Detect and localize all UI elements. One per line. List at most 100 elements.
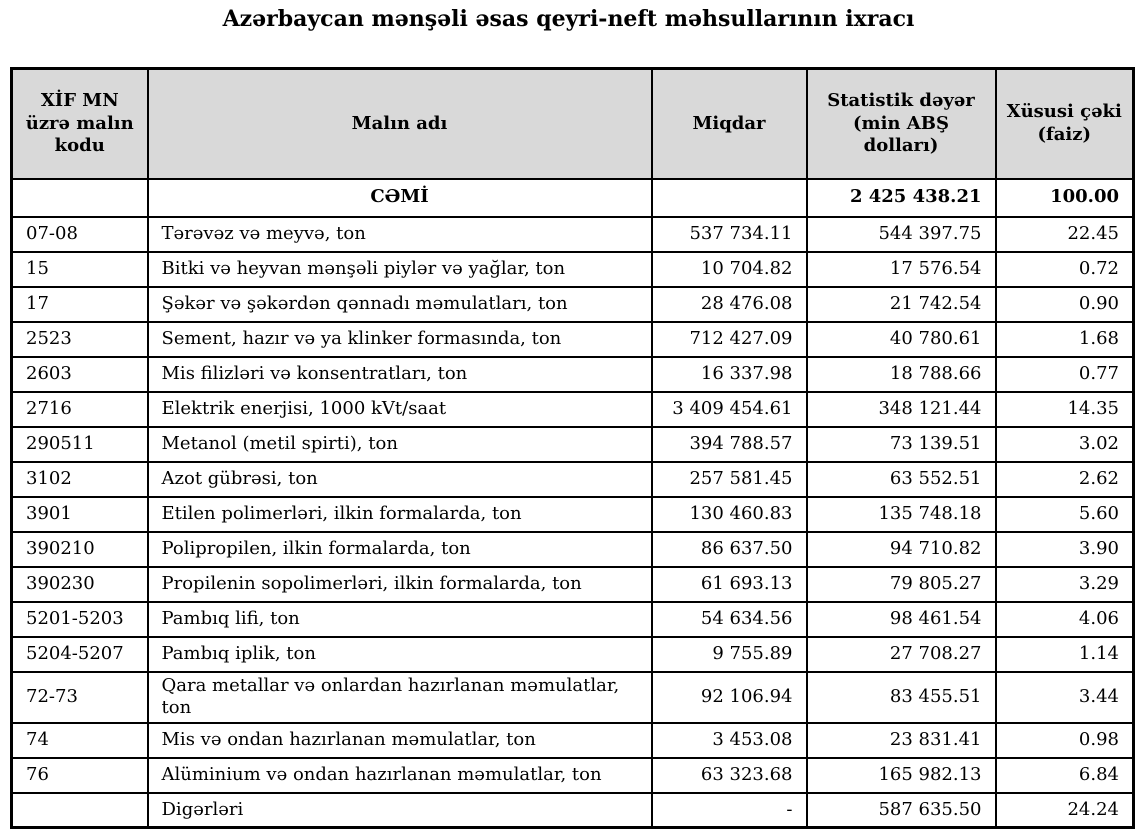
cell-quantity: 537 734.11 (650, 215, 808, 253)
cell-value: 83 455.51 (805, 670, 997, 724)
cell-code: 07-08 (10, 215, 149, 253)
cell-value: 40 780.61 (805, 320, 997, 358)
cell-name: Pambıq iplik, ton (146, 635, 653, 673)
col-header-code: XİF MN üzrə malın kodu (10, 67, 149, 180)
cell-value: 165 982.13 (805, 756, 997, 794)
cell-code: 17 (10, 285, 149, 323)
cell-share: 3.90 (994, 530, 1135, 568)
cell-quantity (650, 177, 808, 218)
table-row: 74 Mis və ondan hazırlanan məmulatlar, t… (10, 721, 1135, 759)
cell-quantity: 130 460.83 (650, 495, 808, 533)
cell-code: 390230 (10, 565, 149, 603)
table-header: XİF MN üzrə malın kodu Malın adı Miqdar … (10, 67, 1135, 180)
cell-name: Pambıq lifi, ton (146, 600, 653, 638)
cell-name: Azot gübrəsi, ton (146, 460, 653, 498)
cell-code: 290511 (10, 425, 149, 463)
cell-quantity: 28 476.08 (650, 285, 808, 323)
cell-name: Mis filizləri və konsentratları, ton (146, 355, 653, 393)
table-row: 3102 Azot gübrəsi, ton 257 581.45 63 552… (10, 460, 1135, 498)
cell-name: Şəkər və şəkərdən qənnadı məmulatları, t… (146, 285, 653, 323)
table-row: 2716 Elektrik enerjisi, 1000 kVt/saat 3 … (10, 390, 1135, 428)
cell-code: 2523 (10, 320, 149, 358)
cell-value: 98 461.54 (805, 600, 997, 638)
cell-value: 544 397.75 (805, 215, 997, 253)
cell-quantity: 3 409 454.61 (650, 390, 808, 428)
cell-share: 24.24 (994, 791, 1135, 829)
cell-code: 390210 (10, 530, 149, 568)
cell-code: 74 (10, 721, 149, 759)
cell-value: 73 139.51 (805, 425, 997, 463)
cell-quantity: 3 453.08 (650, 721, 808, 759)
cell-code: 5204-5207 (10, 635, 149, 673)
cell-code: 2603 (10, 355, 149, 393)
table-row: 390210 Polipropilen, ilkin formalarda, t… (10, 530, 1135, 568)
cell-code: 3102 (10, 460, 149, 498)
table-row: 15 Bitki və heyvan mənşəli piylər və yağ… (10, 250, 1135, 288)
cell-code: 5201-5203 (10, 600, 149, 638)
table-row: 5204-5207 Pambıq iplik, ton 9 755.89 27 … (10, 635, 1135, 673)
table-row: 5201-5203 Pambıq lifi, ton 54 634.56 98 … (10, 600, 1135, 638)
cell-quantity: 10 704.82 (650, 250, 808, 288)
cell-value: 18 788.66 (805, 355, 997, 393)
cell-name: Sement, hazır və ya klinker formasında, … (146, 320, 653, 358)
cell-value: 348 121.44 (805, 390, 997, 428)
table-row: 72-73 Qara metallar və onlardan hazırlan… (10, 670, 1135, 724)
cell-share: 2.62 (994, 460, 1135, 498)
cell-code: 76 (10, 756, 149, 794)
table-row: 290511 Metanol (metil spirti), ton 394 7… (10, 425, 1135, 463)
cell-code (10, 791, 149, 829)
table-row: 17 Şəkər və şəkərdən qənnadı məmulatları… (10, 285, 1135, 323)
cell-name: Qara metallar və onlardan hazırlanan məm… (146, 670, 653, 724)
header-row: XİF MN üzrə malın kodu Malın adı Miqdar … (10, 67, 1135, 180)
cell-code: 2716 (10, 390, 149, 428)
cell-share: 100.00 (994, 177, 1135, 218)
table-row: 2603 Mis filizləri və konsentratları, to… (10, 355, 1135, 393)
table-row: Digərləri - 587 635.50 24.24 (10, 791, 1135, 829)
cell-quantity: 394 788.57 (650, 425, 808, 463)
cell-code: 72-73 (10, 670, 149, 724)
cell-share: 3.29 (994, 565, 1135, 603)
cell-name: Etilen polimerləri, ilkin formalarda, to… (146, 495, 653, 533)
cell-quantity: - (650, 791, 808, 829)
cell-share: 0.98 (994, 721, 1135, 759)
cell-value: 23 831.41 (805, 721, 997, 759)
cell-share: 1.14 (994, 635, 1135, 673)
cell-value: 94 710.82 (805, 530, 997, 568)
cell-value: 2 425 438.21 (805, 177, 997, 218)
cell-quantity: 54 634.56 (650, 600, 808, 638)
cell-share: 14.35 (994, 390, 1135, 428)
col-header-name: Malın adı (146, 67, 653, 180)
cell-code (10, 177, 149, 218)
cell-quantity: 257 581.45 (650, 460, 808, 498)
cell-name: Tərəvəz və meyvə, ton (146, 215, 653, 253)
table-row: 3901 Etilen polimerləri, ilkin formalard… (10, 495, 1135, 533)
cell-share: 6.84 (994, 756, 1135, 794)
cell-quantity: 16 337.98 (650, 355, 808, 393)
total-row: CƏMİ 2 425 438.21 100.00 (10, 177, 1135, 218)
cell-name: Propilenin sopolimerləri, ilkin formalar… (146, 565, 653, 603)
cell-name: Alüminium və ondan hazırlanan məmulatlar… (146, 756, 653, 794)
cell-value: 587 635.50 (805, 791, 997, 829)
cell-quantity: 9 755.89 (650, 635, 808, 673)
cell-name: Mis və ondan hazırlanan məmulatlar, ton (146, 721, 653, 759)
cell-quantity: 92 106.94 (650, 670, 808, 724)
cell-share: 3.44 (994, 670, 1135, 724)
cell-name: Metanol (metil spirti), ton (146, 425, 653, 463)
cell-value: 27 708.27 (805, 635, 997, 673)
table-row: 76 Alüminium və ondan hazırlanan məmulat… (10, 756, 1135, 794)
col-header-value: Statistik dəyər (min ABŞ dolları) (805, 67, 997, 180)
exports-table: XİF MN üzrə malın kodu Malın adı Miqdar … (10, 67, 1135, 829)
cell-quantity: 63 323.68 (650, 756, 808, 794)
cell-share: 0.72 (994, 250, 1135, 288)
col-header-qty: Miqdar (650, 67, 808, 180)
cell-share: 5.60 (994, 495, 1135, 533)
cell-quantity: 61 693.13 (650, 565, 808, 603)
cell-value: 21 742.54 (805, 285, 997, 323)
cell-name: Digərləri (146, 791, 653, 829)
table-row: 390230 Propilenin sopolimerləri, ilkin f… (10, 565, 1135, 603)
cell-share: 3.02 (994, 425, 1135, 463)
cell-name: Bitki və heyvan mənşəli piylər və yağlar… (146, 250, 653, 288)
cell-name: CƏMİ (146, 177, 653, 218)
cell-share: 1.68 (994, 320, 1135, 358)
